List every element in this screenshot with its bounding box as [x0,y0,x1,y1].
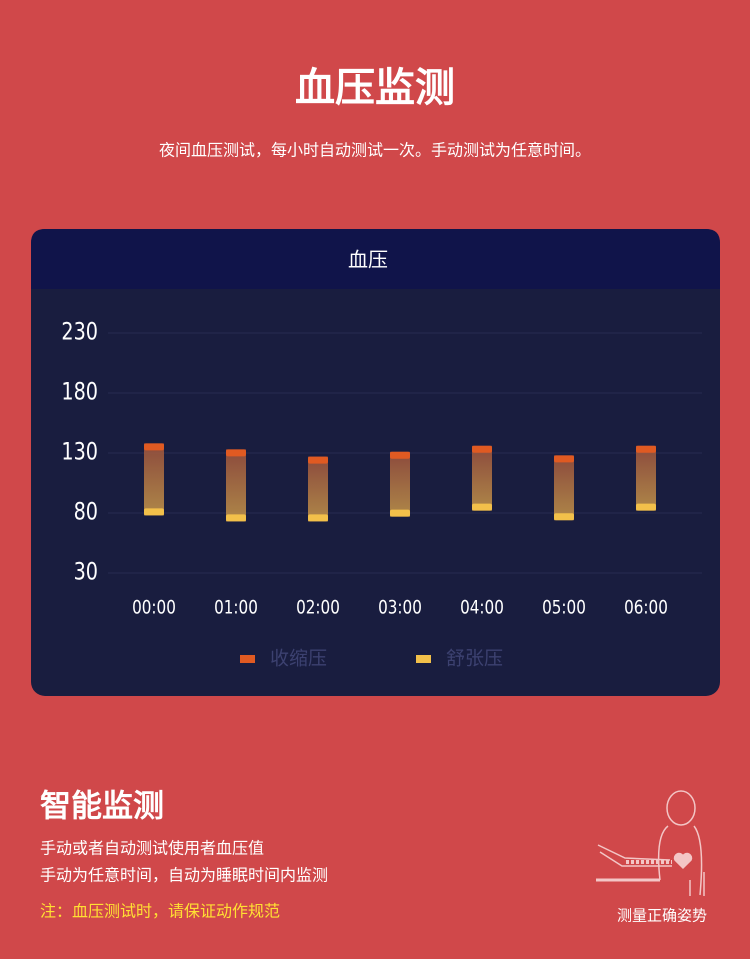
illustration-caption: 测量正确姿势 [617,907,707,925]
y-tick-label: 130 [61,439,98,467]
x-tick-label: 01:00 [214,597,258,619]
legend-label: 收缩压 [270,648,327,670]
systolic-cap [554,455,574,463]
x-tick-label: 02:00 [296,597,340,619]
y-tick-label: 180 [61,379,98,407]
diastolic-cap [390,509,410,517]
legend-swatch [416,655,431,663]
chart-title: 血压 [348,248,388,272]
x-tick-label: 06:00 [624,597,668,619]
systolic-cap [226,449,246,457]
systolic-cap [390,451,410,459]
systolic-cap [472,445,492,453]
systolic-cap [636,445,656,453]
plot: 30 80 130 180 230 00:00 01:00 02:00 03:00 04:00 05… [61,319,702,670]
page-title: 血压监测 [295,65,455,111]
systolic-cap [144,443,164,451]
card-header [31,229,720,289]
range-bar [472,445,492,511]
x-tick-label: 05:00 [542,597,586,619]
x-tick-label: 00:00 [132,597,176,619]
feature-line: 手动为任意时间，自动为睡眠时间内监测 [40,866,328,885]
diastolic-cap [226,514,246,522]
systolic-cap [308,456,328,464]
range-bar [308,456,328,522]
y-tick-label: 230 [61,319,98,347]
page-subtitle: 夜间血压测试，每小时自动测试一次。手动测试为任意时间。 [159,141,591,160]
chart-card [31,229,720,696]
range-bar [390,451,410,517]
legend-label: 舒张压 [446,648,503,670]
feature-note: 注：血压测试时，请保证动作规范 [40,902,280,921]
diastolic-cap [144,508,164,516]
posture-illustration [596,790,705,896]
x-tick-label: 04:00 [460,597,504,619]
diastolic-cap [554,513,574,521]
diastolic-cap [472,503,492,511]
y-tick-label: 30 [74,559,98,587]
features-title: 智能监测 [40,789,164,825]
diastolic-cap [308,514,328,522]
diastolic-cap [636,503,656,511]
x-tick-label: 03:00 [378,597,422,619]
range-bar [144,443,164,516]
range-bar [636,445,656,511]
feature-line: 手动或者自动测试使用者血压值 [40,839,264,858]
y-tick-label: 80 [74,499,98,527]
range-bar [554,455,574,521]
legend-swatch [240,655,255,663]
range-bar [226,449,246,522]
